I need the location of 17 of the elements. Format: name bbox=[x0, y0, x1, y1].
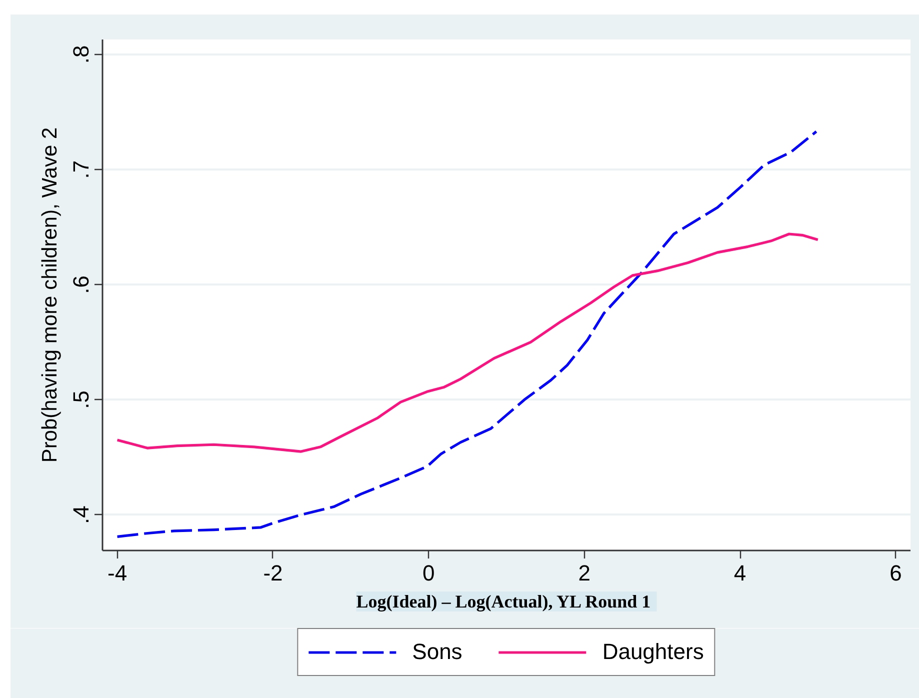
legend-label: Daughters bbox=[602, 639, 704, 665]
line-series bbox=[116, 130, 818, 538]
x-tick-label: 6 bbox=[890, 560, 902, 586]
y-axis-title: Prob(having more children), Wave 2 bbox=[38, 127, 62, 463]
line-series bbox=[116, 232, 820, 453]
y-tick-label: .5 bbox=[68, 390, 94, 409]
x-tick-label: 2 bbox=[578, 560, 590, 586]
legend-label: Sons bbox=[412, 639, 462, 665]
x-tick-label: -4 bbox=[108, 560, 128, 586]
y-tick-label: .8 bbox=[68, 45, 94, 64]
y-tick-label: .4 bbox=[68, 506, 94, 524]
x-axis-title: Log(Ideal) – Log(Actual), YL Round 1 bbox=[356, 592, 651, 612]
y-tick-label: .7 bbox=[68, 160, 94, 179]
x-tick-label: 4 bbox=[734, 560, 746, 586]
x-tick-label: 0 bbox=[422, 560, 435, 586]
y-tick-label: .6 bbox=[68, 275, 94, 294]
x-tick-label: -2 bbox=[263, 560, 283, 586]
